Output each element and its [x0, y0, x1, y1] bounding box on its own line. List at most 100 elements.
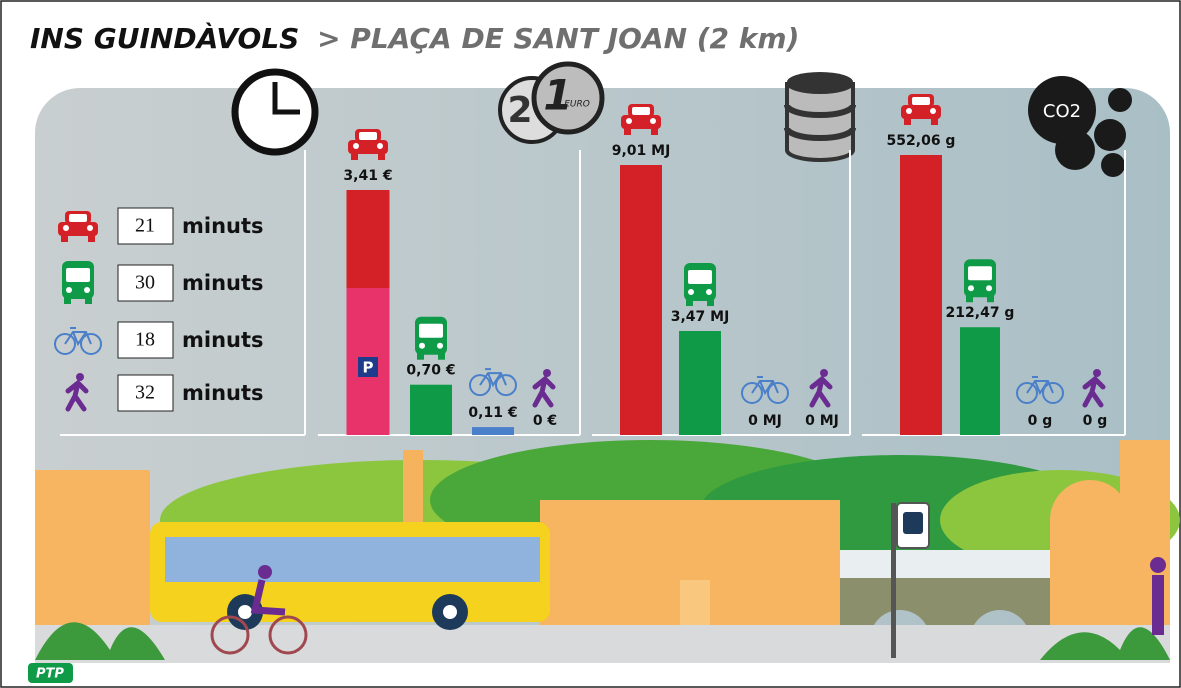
icon-part [626, 118, 632, 124]
icon-part [84, 287, 90, 293]
time-value: 32 [135, 382, 155, 404]
icon-part [76, 373, 84, 381]
bar [620, 165, 662, 435]
value-label: 212,47 g [946, 305, 1015, 321]
value-label: 552,06 g [887, 133, 956, 149]
decoration [35, 625, 1170, 663]
icon-part [438, 353, 445, 360]
icon-part [906, 108, 912, 114]
coin-text: 2 [507, 90, 532, 131]
icon-part [966, 295, 973, 302]
bar [960, 327, 1000, 435]
icon-part [904, 118, 911, 125]
icon-part [686, 299, 693, 306]
icon-part [353, 143, 359, 149]
icon-part [85, 297, 92, 304]
decoration [403, 450, 423, 530]
time-value: 18 [135, 329, 155, 351]
icon-part [912, 97, 930, 105]
icon-part [688, 289, 694, 295]
decoration [1050, 480, 1130, 640]
parking-sign: P [363, 359, 374, 377]
decoration [258, 565, 272, 579]
value-label: 0 MJ [805, 413, 839, 429]
mode-icon [415, 317, 447, 360]
icon-part [61, 235, 68, 242]
icon-part [87, 225, 93, 231]
decoration [165, 537, 540, 582]
value-label: 3,47 MJ [671, 309, 730, 325]
decoration [1101, 153, 1125, 177]
decoration [903, 512, 923, 534]
coin-unit: EURO [564, 100, 590, 110]
value-label: 0,70 € [406, 363, 455, 379]
icon-part [66, 268, 90, 282]
mode-icon [62, 261, 94, 304]
mode-icon [964, 259, 996, 302]
decoration [238, 605, 252, 619]
icon-part [64, 297, 71, 304]
icon-part [624, 128, 631, 135]
co2-label: CO2 [1043, 101, 1081, 122]
icon-part [69, 214, 87, 222]
icon-part [419, 324, 443, 338]
bar [410, 385, 452, 435]
value-label: 0 MJ [748, 413, 782, 429]
icon-part [66, 287, 72, 293]
time-unit: minuts [182, 328, 264, 352]
icon-part [986, 285, 992, 291]
coin-text: 1 [543, 71, 572, 120]
icon-part [543, 369, 551, 377]
title-destination: > PLAÇA DE SANT JOAN (2 km) [317, 22, 799, 55]
icon-part [88, 235, 95, 242]
value-label: 0 € [533, 413, 557, 429]
time-unit: minuts [182, 214, 264, 238]
decoration [1055, 130, 1095, 170]
icon-part [1093, 369, 1101, 377]
page: INS GUINDÀVOLS > PLAÇA DE SANT JOAN (2 k… [0, 0, 1181, 688]
title: INS GUINDÀVOLS > PLAÇA DE SANT JOAN (2 k… [30, 21, 799, 55]
decoration [680, 580, 710, 630]
value-label: 3,41 € [343, 168, 392, 184]
value-label: 0,11 € [468, 405, 517, 421]
icon-part [650, 118, 656, 124]
time-value: 30 [135, 272, 155, 294]
icon-part [931, 118, 938, 125]
value-label: 0 g [1028, 413, 1053, 429]
decoration [787, 82, 853, 160]
icon-part [707, 299, 714, 306]
icon-part [987, 295, 994, 302]
icon-part [651, 128, 658, 135]
decoration [443, 605, 457, 619]
icon-part [63, 225, 69, 231]
infographic: INS GUINDÀVOLS > PLAÇA DE SANT JOAN (2 k… [0, 0, 1181, 688]
icon-part [968, 285, 974, 291]
icon-part [377, 143, 383, 149]
decoration [891, 503, 896, 658]
icon-part [417, 353, 424, 360]
icon-part [968, 266, 992, 280]
time-value: 21 [135, 215, 155, 237]
icon-part [688, 270, 712, 284]
mode-icon [684, 263, 716, 306]
icon-part [820, 369, 828, 377]
time-unit: minuts [182, 271, 264, 295]
bar [347, 190, 390, 435]
decoration [1108, 88, 1132, 112]
logo: PTP [36, 667, 64, 682]
decoration [1094, 119, 1126, 151]
icon-part [632, 107, 650, 115]
icon-part [930, 108, 936, 114]
icon-part [378, 153, 385, 160]
value-label: 9,01 MJ [612, 143, 671, 159]
time-unit: minuts [182, 381, 264, 405]
decoration [1150, 557, 1166, 573]
icon-part [419, 343, 425, 349]
icon-part [437, 343, 443, 349]
icon-part [359, 132, 377, 140]
decoration [1152, 575, 1164, 635]
decoration [35, 470, 150, 630]
icon-part [706, 289, 712, 295]
value-label: 0 g [1083, 413, 1108, 429]
title-origin: INS GUINDÀVOLS [30, 21, 299, 55]
